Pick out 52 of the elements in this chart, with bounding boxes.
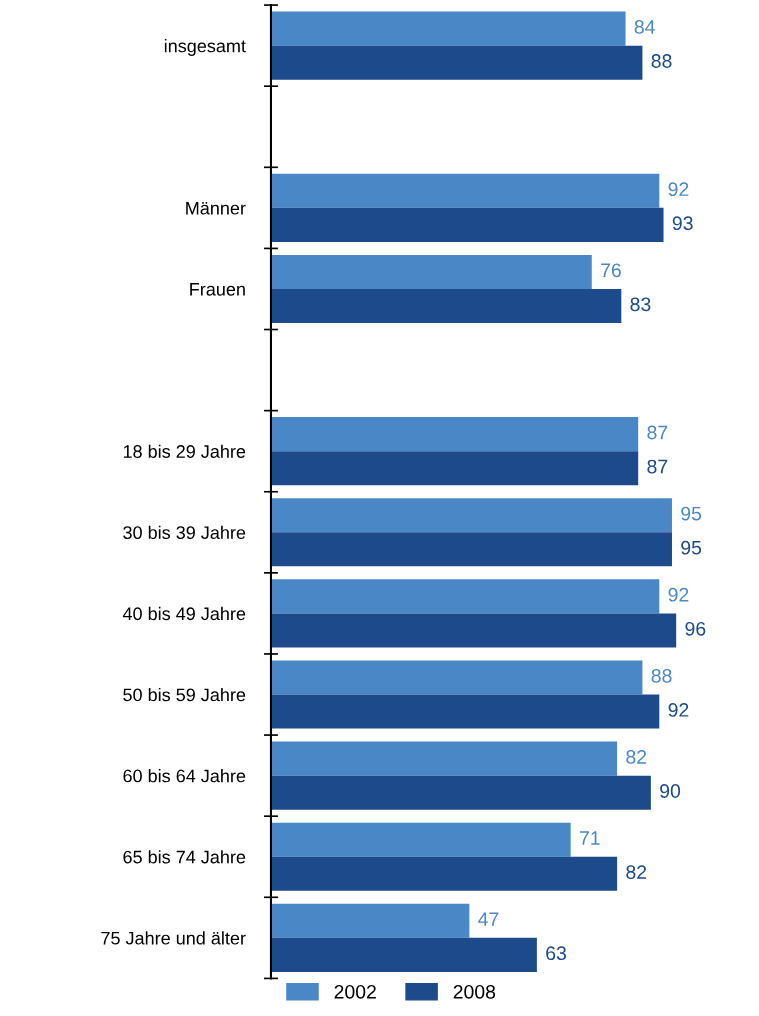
- bar: [270, 822, 571, 857]
- data-label: 92: [668, 703, 689, 717]
- data-label: 63: [546, 946, 566, 961]
- bar: [270, 660, 643, 695]
- data-label: 82: [626, 865, 647, 879]
- data-label: 92: [668, 182, 689, 197]
- legend-label: 2008: [453, 984, 496, 999]
- data-label: 71: [579, 831, 600, 845]
- bar: [270, 11, 626, 46]
- bar: [270, 856, 618, 891]
- data-label: 95: [681, 540, 702, 555]
- y-tick-label: 65 bis 74 Jahre: [123, 850, 246, 864]
- data-label: 76: [601, 263, 621, 278]
- bar: [270, 288, 622, 324]
- y-tick-label: insgesamt: [164, 39, 246, 56]
- bar: [270, 937, 537, 972]
- data-label: 84: [634, 20, 655, 34]
- bar: [270, 207, 664, 242]
- data-label: 88: [651, 54, 672, 68]
- y-tick-label: Männer: [186, 201, 246, 215]
- data-label: 87: [647, 425, 668, 440]
- y-tick-label: 60 bis 64 Jahre: [123, 769, 246, 783]
- bar: [270, 532, 672, 567]
- bar: [270, 417, 639, 452]
- data-label: 82: [626, 750, 647, 764]
- data-label: 93: [672, 216, 693, 231]
- y-tick-label: 30 bis 39 Jahre: [123, 525, 246, 540]
- legend-label: 2002: [334, 984, 376, 999]
- data-label: 47: [478, 912, 499, 926]
- y-tick-label: Frauen: [190, 283, 245, 296]
- bar: [270, 613, 677, 648]
- data-label: 88: [651, 668, 672, 683]
- data-label: 87: [647, 459, 668, 474]
- data-label: 95: [681, 506, 702, 521]
- data-label: 83: [630, 297, 651, 312]
- y-tick-label: 40 bis 49 Jahre: [122, 606, 246, 621]
- bar: [270, 498, 672, 533]
- bar: [270, 694, 660, 729]
- bar: [270, 579, 660, 614]
- data-label: 92: [668, 587, 689, 602]
- bar: [270, 173, 660, 208]
- bar: [270, 254, 592, 289]
- y-tick-label: 75 Jahre und älter: [101, 931, 246, 945]
- data-label: 90: [660, 784, 681, 798]
- bar: [270, 775, 651, 810]
- bar: [270, 903, 470, 938]
- bar: [270, 741, 618, 776]
- bar: [270, 451, 639, 486]
- data-label: 96: [685, 621, 706, 636]
- y-tick-label: 50 bis 59 Jahre: [123, 687, 246, 702]
- y-tick-label: 18 bis 29 Jahre: [123, 444, 246, 458]
- bar: [270, 45, 643, 80]
